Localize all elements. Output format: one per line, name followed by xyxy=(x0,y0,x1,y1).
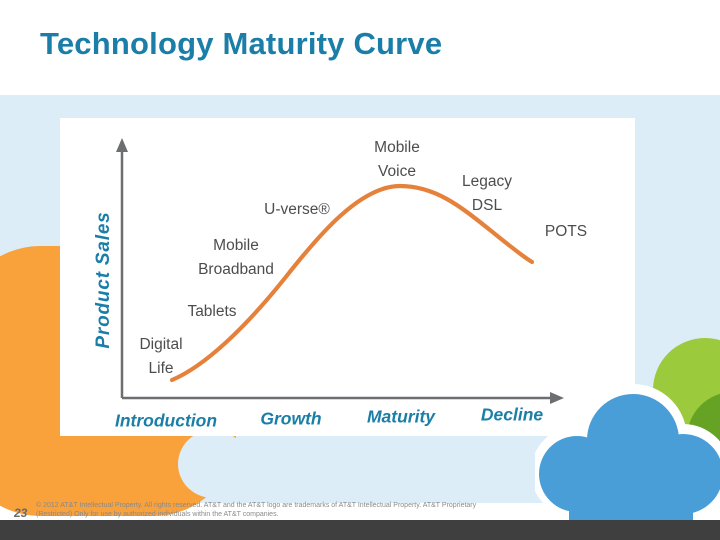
blue-cloud xyxy=(539,394,720,528)
stage-label-maturity: Maturity xyxy=(366,406,436,427)
copyright-footer: © 2012 AT&T Intellectual Property. All r… xyxy=(36,502,477,518)
y-axis-arrow-icon xyxy=(116,138,128,152)
slide-title: Technology Maturity Curve xyxy=(40,26,443,61)
curve-label-legacy-dsl: Legacy DSL xyxy=(462,173,512,215)
curve-label-mobile-broadband: Mobile Broadband xyxy=(198,237,274,279)
chart-panel: Product Sales Digital Life Tablets Mobil… xyxy=(60,118,635,436)
curve-label-tablets: Tablets xyxy=(187,303,237,320)
curve-label-pots: POTS xyxy=(544,223,588,240)
stage-label-decline: Decline xyxy=(480,404,544,425)
stage-label-introduction: Introduction xyxy=(114,410,218,431)
cloud-decoration xyxy=(535,338,720,528)
curve-label-digital-life: Digital Life xyxy=(139,336,183,378)
footer-bar xyxy=(0,520,720,540)
y-axis-label: Product Sales xyxy=(93,211,114,349)
stage-label-growth: Growth xyxy=(260,408,322,429)
page-number: 23 xyxy=(14,506,28,520)
orange-blob-notch xyxy=(178,430,248,498)
maturity-curve-line xyxy=(169,183,535,383)
curve-label-mobile-voice: Mobile Voice xyxy=(374,139,420,181)
maturity-curve-chart xyxy=(116,138,564,404)
curve-label-u-verse: U-verse® xyxy=(264,201,330,218)
x-axis-arrow-icon xyxy=(550,392,564,404)
